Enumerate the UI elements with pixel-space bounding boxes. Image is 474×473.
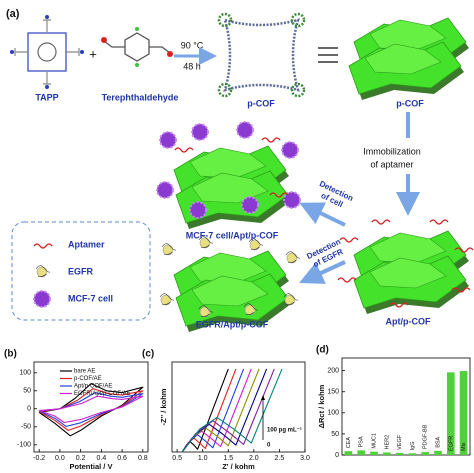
series-line [38, 392, 144, 427]
legend-label: Aptamer [68, 239, 105, 249]
y-tick-label: -100 [17, 442, 31, 449]
x-tick-label: 2.0 [249, 455, 259, 462]
bar [459, 371, 468, 455]
panel-label: (a) [6, 8, 20, 20]
cof-framework [217, 12, 306, 98]
annotation: 100 pg mL⁻¹ [267, 427, 302, 434]
egfr-complex-label: EGFR/Apt/p-COF [196, 319, 269, 329]
series-line [39, 395, 144, 424]
legend-label: EGFR/Apt/p-COF/AE [74, 391, 131, 397]
aldehyde-label: Terephthaldehyde [102, 92, 179, 102]
x-tick-label: 3.0 [300, 455, 310, 462]
plot-frame [33, 361, 149, 453]
category-label: PSA [359, 436, 365, 447]
x-axis-label: Potential / V [70, 462, 113, 471]
y-axis-label: ΔRct / kohm [317, 384, 326, 428]
category-label: EGFR [448, 436, 454, 451]
y-tick-label: 150 [327, 389, 339, 396]
bar [382, 452, 391, 455]
reaction-time: 48 h [183, 61, 201, 71]
category-label: BSA [435, 436, 441, 447]
tapp-molecule [10, 15, 84, 89]
bar [395, 452, 404, 455]
legend-label: Apt/p-COF/AE [74, 384, 112, 390]
bar [357, 450, 366, 455]
y-tick-label: 0 [27, 406, 31, 413]
y-tick-label: 100 [19, 370, 31, 377]
category-label: IgG [410, 441, 416, 450]
category-label: HER2 [384, 435, 390, 450]
y-tick-label: 100 [327, 410, 339, 417]
legend-icon [35, 265, 51, 278]
series-line [181, 368, 283, 453]
bar [446, 372, 455, 455]
legend-icon [33, 243, 53, 249]
x-tick-label: 1.5 [223, 455, 233, 462]
x-tick-label: 1.0 [198, 455, 208, 462]
category-label: VEGF [397, 434, 403, 450]
framework-label: p-COF [247, 98, 275, 108]
plot-frame [341, 357, 471, 456]
category-label: CEA [346, 437, 352, 449]
cell-complex-label: MCF-7 cell/Apt/p-COF [186, 230, 279, 240]
x-tick-label: 0.6 [117, 455, 127, 462]
x-tick-label: 2.5 [275, 455, 285, 462]
series-line [38, 383, 144, 437]
y-tick-label: 200 [327, 367, 339, 374]
flow-arrow [299, 202, 346, 227]
bar [370, 451, 378, 455]
y-tick-label: 50 [331, 431, 339, 438]
x-tick-label: 0.0 [55, 455, 65, 462]
legend-label: MCF-7 cell [68, 293, 113, 303]
annotation-arrowhead [261, 395, 265, 400]
panel-label: (c) [142, 349, 154, 360]
y-axis-label: -Z'' / kohm [159, 388, 168, 425]
x-axis-label: Z' / kohm [222, 462, 255, 471]
legend-label: p-COF/AE [74, 376, 102, 382]
x-tick-label: 0.2 [76, 455, 86, 462]
legend-box [11, 221, 151, 321]
legend-label: bare AE [74, 369, 95, 375]
tapp-label: TAPP [35, 92, 58, 102]
aldehyde-molecule [101, 27, 173, 67]
panel-label: (d) [316, 345, 329, 356]
bar [421, 452, 430, 455]
series-line [38, 388, 144, 431]
bar [408, 453, 417, 455]
x-tick-label: -0.2 [33, 455, 45, 462]
x-tick-label: 0.4 [96, 455, 106, 462]
equivalence-sign [318, 47, 338, 63]
reaction-temperature: 90 °C [181, 40, 204, 50]
category-label: MUC1 [371, 433, 377, 449]
y-tick-label: 50 [23, 388, 31, 395]
legend-label: EGFR [68, 266, 94, 276]
category-label: PDGF-BB [423, 424, 429, 449]
category-label: Mix [461, 442, 467, 451]
stack-label: p-COF [396, 98, 424, 108]
x-tick-label: 0.5 [172, 455, 182, 462]
y-tick-label: -50 [21, 424, 31, 431]
bar [434, 450, 442, 455]
plus-sign: + [89, 46, 97, 61]
panel-label: (b) [4, 349, 17, 360]
legend-icon [33, 290, 51, 308]
y-tick-label: 0 [335, 452, 339, 459]
apt-label: Apt/p-COF [386, 316, 431, 326]
annotation: 0 [267, 443, 271, 449]
step-label: Immobilization [363, 146, 421, 156]
x-tick-label: 0.8 [138, 455, 148, 462]
bar [344, 451, 353, 455]
flow-arrow [299, 260, 346, 284]
plot-frame [171, 361, 306, 453]
step-label: of aptamer [370, 159, 413, 169]
